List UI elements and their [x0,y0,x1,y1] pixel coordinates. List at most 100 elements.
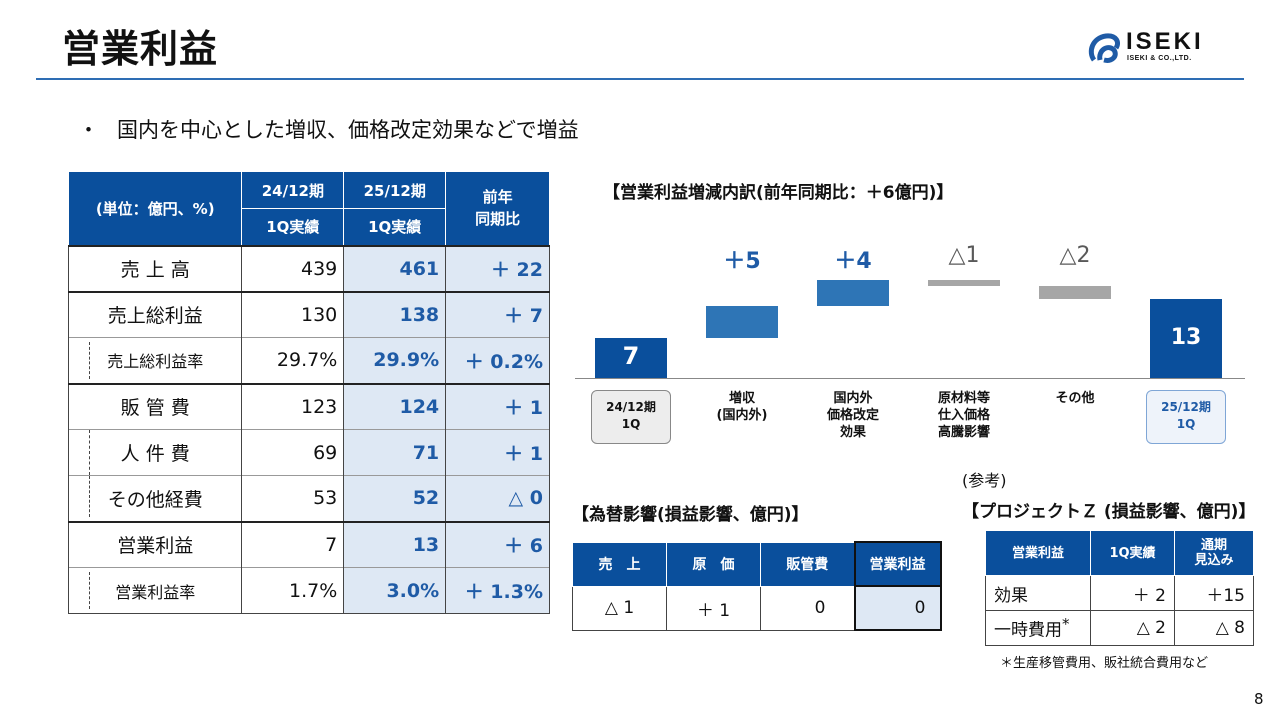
pz-header-op: 営業利益 [985,530,1091,576]
operating-profit-table: (単位：億円、%) 24/12期 25/12期 前年 同期比 1Q実績 1Q実績… [67,171,550,614]
table-row: 営業利益 7 13 ＋ 6 [67,520,550,568]
prev-value: 123 [241,382,345,430]
category-line: 価格改定 [826,408,879,423]
row-label: 営業利益 [67,520,243,568]
table-row: 売上総利益 130 138 ＋ 7 [67,290,550,338]
diff-value: ＋ 1 [445,429,550,476]
pz-full-value: ＋15 [1174,575,1254,611]
cur-value: 52 [343,475,447,522]
delta-bar [706,305,778,338]
category-label: 原材料等 仕入価格 高騰影響 [924,390,1004,441]
prev-period-header: 24/12期 [241,171,345,209]
delta-label: ＋5 [723,249,761,274]
category-line: 高騰影響 [937,425,990,440]
category-line: 増収 [728,391,755,406]
category-label: 24/12期 1Q [591,390,671,444]
fx-impact-table: 売 上 原 価 販管費 営業利益 △ 1 ＋ 1 0 0 [572,541,942,631]
summary-bullet: ・国内を中心とした増収、価格改定効果などで増益 [78,114,579,144]
category-line: 25/12期 [1161,400,1211,414]
cur-value: 29.9% [343,337,447,384]
bullet-mark: ・ [78,118,99,142]
prev-value: 7 [241,520,345,568]
diff-header-line1: 前年 [482,188,513,207]
prev-value: 69 [241,429,345,476]
cur-sub-header: 1Q実績 [343,208,447,246]
diff-value: ＋ 1.3% [445,567,550,614]
delta-label: △1 [948,243,980,268]
prev-value: 1.7% [241,567,345,614]
company-logo: ISEKI ISEKI & CO.,LTD. [1086,28,1226,70]
waterfall-axis [575,378,1245,379]
pz-q1-value: △ 2 [1090,610,1175,646]
fx-value-cost: ＋ 1 [666,585,761,631]
category-line: 24/12期 [606,400,656,414]
waterfall-title: 【営業利益増減内訳(前年同期比：＋6億円)】 [603,183,954,203]
delta-bar [817,279,889,306]
category-label: 25/12期 1Q [1146,390,1226,444]
cur-value: 3.0% [343,567,447,614]
diff-value: △ 0 [445,475,550,522]
diff-header-line2: 同期比 [475,210,521,229]
category-line: 国内外 [833,391,873,406]
waterfall-chart: 7 ＋5 ＋4 △1 △2 13 24/12期 1Q 増収 (国内外) 国内外 価格改定 効果 原材料等仕… [575,235,1245,450]
logo-mark-icon [1088,33,1121,63]
row-label: 販 管 費 [67,382,243,430]
category-line: その他 [1055,391,1095,406]
cur-value: 124 [343,382,447,430]
start-bar-label: 7 [622,342,640,370]
diff-value: ＋ 7 [445,290,550,338]
diff-value: ＋ 0.2% [445,337,550,384]
fx-value-sga: 0 [760,585,855,631]
unit-header: (単位：億円、%) [67,171,243,246]
cur-period-header: 25/12期 [343,171,447,209]
cur-value: 138 [343,290,447,338]
fx-value-op: 0 [853,585,942,631]
page-number: 8 [1254,690,1264,708]
fx-header-op: 営業利益 [853,541,942,587]
category-label: その他 [1035,390,1115,407]
prev-value: 29.7% [241,337,345,384]
pz-q1-value: ＋ 2 [1090,575,1175,611]
category-line: 仕入価格 [937,408,990,423]
fx-header-sales: 売 上 [572,541,667,587]
table-row: 人 件 費 69 71 ＋ 1 [67,429,550,476]
prev-value: 439 [241,244,345,292]
fx-value-sales: △ 1 [572,585,667,631]
summary-text: 国内を中心とした増収、価格改定効果などで増益 [117,118,579,142]
row-label: その他経費 [67,475,243,522]
category-label: 増収 (国内外) [702,390,782,424]
prev-value: 130 [241,290,345,338]
category-line: 1Q [1176,417,1196,431]
diff-value: ＋ 6 [445,520,550,568]
table-row: 売 上 高 439 461 ＋ 22 [67,244,550,292]
row-label: 売上総利益 [67,290,243,338]
delta-bar [1039,286,1111,299]
category-line: (国内外) [716,408,768,423]
cur-value: 13 [343,520,447,568]
delta-label: ＋4 [834,249,872,274]
pz-header-q1: 1Q実績 [1090,530,1175,576]
row-label: 売 上 高 [67,244,243,292]
table-row: その他経費 53 52 △ 0 [67,475,550,522]
prev-sub-header: 1Q実績 [241,208,345,246]
category-label: 国内外 価格改定 効果 [813,390,893,441]
diff-header: 前年 同期比 [445,171,550,246]
page-title: 営業利益 [62,27,219,71]
fx-title: 【為替影響(損益影響、億円)】 [572,505,809,525]
footnote: ＊生産移管費用、販社統合費用など [1000,656,1209,671]
cur-value: 71 [343,429,447,476]
delta-bar [928,279,1000,286]
logo-subtext: ISEKI & CO.,LTD. [1127,55,1192,62]
pz-full-value: △ 8 [1174,610,1254,646]
row-label: 売上総利益率 [67,337,243,384]
prev-value: 53 [241,475,345,522]
category-line: 1Q [621,417,641,431]
table-row: 売上総利益率 29.7% 29.9% ＋ 0.2% [67,337,550,384]
logo-text: ISEKI [1126,28,1204,55]
row-label: 営業利益率 [67,567,243,614]
pz-row-label: 効果 [985,575,1091,611]
table-row: 営業利益率 1.7% 3.0% ＋ 1.3% [67,567,550,614]
table-row: 販 管 費 123 124 ＋ 1 [67,382,550,430]
pz-header-full: 通期 見込み [1174,530,1254,576]
fx-header-sga: 販管費 [760,541,855,587]
